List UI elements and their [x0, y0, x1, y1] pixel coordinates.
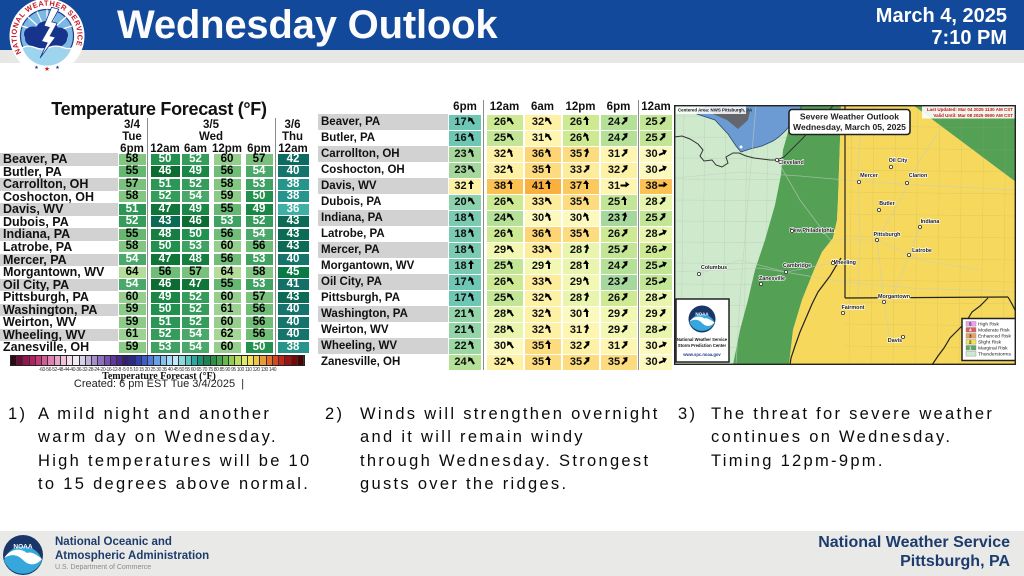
svg-text:Cambridge: Cambridge [783, 263, 811, 269]
svg-text:1: 1 [969, 346, 972, 351]
svg-text:Pittsburgh: Pittsburgh [874, 232, 901, 238]
svg-text:New Philadelphia: New Philadelphia [790, 228, 835, 234]
svg-text:Slight Risk: Slight Risk [978, 340, 1002, 346]
svg-text:www.spc.noaa.gov: www.spc.noaa.gov [682, 352, 721, 357]
svg-text:★: ★ [44, 65, 50, 73]
svg-text:Morgantown: Morgantown [878, 294, 910, 300]
svg-text:National Weather Service: National Weather Service [677, 337, 728, 342]
svg-text:3: 3 [969, 334, 972, 339]
svg-text:Davis: Davis [888, 338, 902, 344]
svg-text:Cleveland: Cleveland [778, 160, 803, 166]
svg-text:NOAA: NOAA [13, 544, 32, 551]
svg-text:4: 4 [969, 328, 972, 333]
svg-text:Storm Prediction Center: Storm Prediction Center [678, 343, 727, 348]
svg-text:Marginal Risk: Marginal Risk [978, 346, 1008, 352]
svg-text:Clarion: Clarion [909, 173, 928, 179]
svg-text:Moderate Risk: Moderate Risk [978, 328, 1010, 334]
svg-text:★: ★ [34, 65, 39, 71]
svg-text:5: 5 [969, 322, 972, 327]
svg-text:Enhanced Risk: Enhanced Risk [978, 334, 1011, 340]
svg-text:High Risk: High Risk [978, 322, 999, 328]
svg-text:Severe Weather Outlook: Severe Weather Outlook [800, 112, 899, 122]
svg-text:Wheeling: Wheeling [832, 260, 856, 266]
svg-text:2: 2 [969, 340, 972, 345]
svg-text:Zanesville: Zanesville [759, 276, 785, 282]
svg-text:Last Updated: Mar 04 2025 1130: Last Updated: Mar 04 2025 1130 AM CST [927, 107, 1013, 112]
svg-text:Valid Until: Mar 08 2025 0600: Valid Until: Mar 08 2025 0600 AM CST [933, 113, 1013, 118]
svg-text:Wednesday, March 05, 2025: Wednesday, March 05, 2025 [793, 122, 906, 132]
svg-text:Columbus: Columbus [701, 265, 727, 271]
svg-text:Mercer: Mercer [860, 173, 879, 179]
svg-text:Latrobe: Latrobe [912, 248, 932, 254]
svg-text:Thunderstorms: Thunderstorms [978, 352, 1011, 358]
svg-text:Fairmont: Fairmont [841, 305, 864, 311]
svg-text:Centered Area: NWS Pittsburgh,: Centered Area: NWS Pittsburgh, PA [678, 108, 753, 113]
svg-text:Oil City: Oil City [889, 158, 908, 164]
svg-text:Indiana: Indiana [921, 219, 941, 225]
svg-text:★: ★ [55, 65, 60, 71]
svg-text:Butler: Butler [879, 201, 895, 207]
svg-text:NOAA: NOAA [695, 312, 709, 317]
